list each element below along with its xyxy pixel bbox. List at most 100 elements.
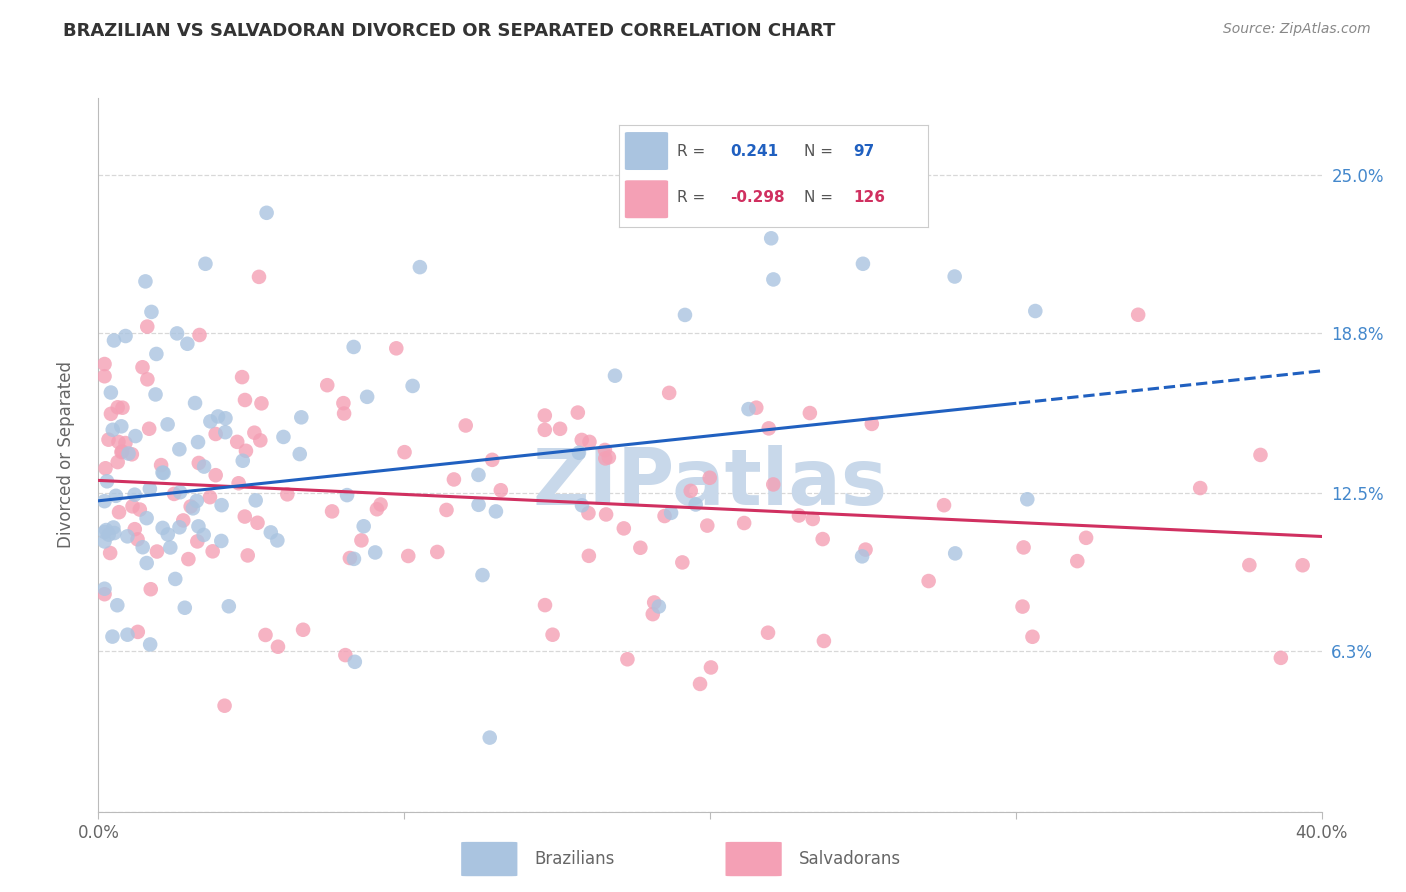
- Point: [232, 454, 254, 468]
- Point: [787, 508, 810, 523]
- Text: N =: N =: [804, 144, 834, 159]
- Point: [288, 447, 311, 461]
- Point: [141, 305, 163, 319]
- Point: [101, 423, 124, 437]
- Point: [578, 506, 600, 520]
- Point: [249, 434, 271, 448]
- Point: [117, 628, 139, 642]
- Point: [105, 599, 128, 613]
- Point: [201, 544, 224, 558]
- Point: [567, 406, 589, 420]
- Point: [152, 466, 174, 480]
- Point: [409, 260, 432, 274]
- Point: [128, 502, 150, 516]
- Point: [533, 409, 555, 423]
- Point: [145, 347, 167, 361]
- Point: [233, 392, 256, 407]
- Point: [443, 473, 465, 487]
- Point: [737, 402, 759, 417]
- Point: [454, 418, 477, 433]
- Point: [745, 401, 768, 415]
- Point: [124, 522, 146, 536]
- Point: [353, 519, 375, 533]
- Point: [117, 446, 139, 460]
- Point: [136, 372, 159, 386]
- Point: [290, 410, 312, 425]
- Point: [107, 434, 129, 449]
- Point: [481, 453, 503, 467]
- Point: [339, 551, 361, 566]
- Point: [1024, 304, 1046, 318]
- Point: [343, 552, 366, 566]
- Point: [235, 443, 257, 458]
- Point: [139, 482, 162, 496]
- Point: [211, 498, 233, 512]
- Point: [801, 512, 824, 526]
- Point: [548, 422, 571, 436]
- Point: [478, 731, 501, 745]
- Point: [333, 407, 356, 421]
- Point: [364, 545, 387, 559]
- Y-axis label: Divorced or Separated: Divorced or Separated: [56, 361, 75, 549]
- Point: [173, 600, 195, 615]
- Point: [110, 419, 132, 434]
- Point: [186, 494, 208, 508]
- Point: [256, 206, 278, 220]
- Point: [146, 544, 169, 558]
- Point: [485, 504, 508, 518]
- Point: [917, 574, 939, 588]
- Point: [103, 520, 125, 534]
- Point: [643, 595, 665, 609]
- Point: [121, 447, 143, 461]
- Point: [101, 630, 124, 644]
- Point: [187, 456, 209, 470]
- Point: [613, 521, 636, 535]
- Point: [356, 390, 378, 404]
- Point: [852, 257, 875, 271]
- Point: [254, 628, 277, 642]
- Point: [250, 396, 273, 410]
- Point: [1249, 448, 1271, 462]
- Point: [799, 406, 821, 420]
- Point: [385, 341, 408, 355]
- Text: BRAZILIAN VS SALVADORAN DIVORCED OR SEPARATED CORRELATION CHART: BRAZILIAN VS SALVADORAN DIVORCED OR SEPA…: [63, 22, 835, 40]
- Point: [93, 582, 115, 596]
- Text: Brazilians: Brazilians: [534, 849, 614, 868]
- Point: [127, 533, 149, 547]
- Text: Source: ZipAtlas.com: Source: ZipAtlas.com: [1223, 22, 1371, 37]
- Point: [762, 477, 785, 491]
- Point: [685, 498, 707, 512]
- Point: [93, 524, 115, 539]
- Point: [226, 434, 249, 449]
- Text: 126: 126: [853, 190, 886, 204]
- Point: [321, 504, 343, 518]
- Point: [180, 500, 202, 514]
- Point: [1012, 541, 1035, 555]
- Point: [156, 527, 179, 541]
- Point: [169, 520, 191, 534]
- Point: [467, 498, 489, 512]
- Point: [659, 506, 682, 520]
- Point: [231, 370, 253, 384]
- Point: [273, 430, 295, 444]
- Point: [163, 487, 186, 501]
- Point: [267, 640, 290, 654]
- Point: [145, 387, 167, 401]
- Point: [152, 521, 174, 535]
- Point: [860, 417, 883, 431]
- Point: [276, 487, 298, 501]
- Point: [245, 493, 267, 508]
- Point: [188, 328, 211, 343]
- Point: [595, 451, 617, 466]
- Point: [127, 624, 149, 639]
- Point: [673, 308, 696, 322]
- Point: [97, 433, 120, 447]
- Point: [103, 334, 125, 348]
- Point: [103, 526, 125, 541]
- Point: [292, 623, 315, 637]
- Point: [193, 528, 215, 542]
- Point: [401, 379, 423, 393]
- Point: [534, 598, 557, 612]
- Point: [593, 442, 616, 457]
- FancyBboxPatch shape: [624, 180, 668, 219]
